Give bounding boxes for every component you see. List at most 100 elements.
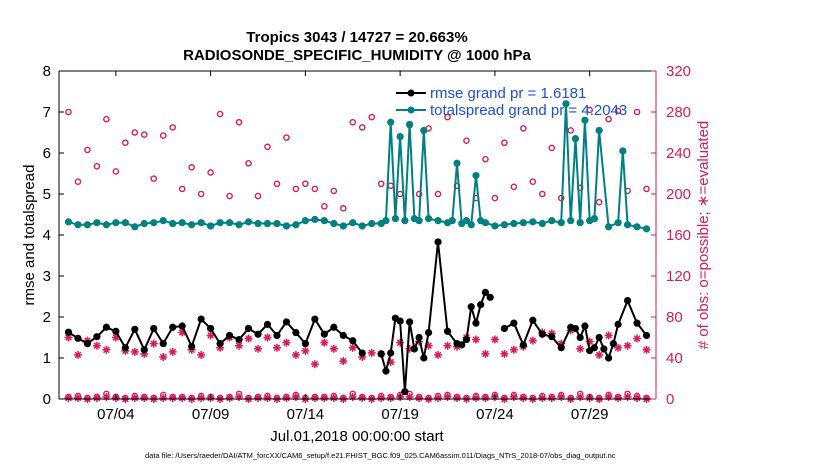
obs-evaluated-point [178, 328, 187, 337]
obs-evaluated-point [633, 393, 642, 402]
y-left-tick-label: 3 [43, 268, 51, 285]
x-tick-label: 07/24 [476, 406, 514, 423]
rmse-point [320, 330, 328, 338]
rmse-point [339, 331, 347, 340]
totalspread-point [491, 222, 499, 230]
rmse-point [292, 328, 300, 337]
rmse-point [642, 331, 651, 340]
obs-evaluated-point [471, 335, 480, 344]
totalspread-point [169, 219, 177, 228]
obs-evaluated-point [73, 350, 82, 359]
obs-evaluated-point [557, 339, 566, 348]
obs-evaluated-point [339, 357, 348, 366]
obs-evaluated-point [291, 350, 300, 359]
obs-evaluated-point [576, 392, 585, 401]
totalspread-point [633, 223, 641, 231]
rmse-point [159, 340, 167, 348]
rmse-point [93, 333, 101, 341]
obs-possible-point [491, 194, 499, 202]
obs-evaluated-point [576, 344, 585, 353]
obs-evaluated-point [130, 347, 139, 356]
legend-spread-label: totalspread grand pr = 4.2043 [430, 102, 627, 119]
obs-possible-point [605, 115, 612, 123]
obs-evaluated-point [595, 350, 604, 359]
footer-data-file: data file: /Users/raeder/DAI/ATM_forcXX/… [145, 451, 616, 460]
obs-evaluated-point [443, 392, 452, 401]
y-right-tick-label: 40 [666, 350, 683, 367]
rmse-point [424, 328, 433, 337]
totalspread-point [102, 221, 110, 229]
obs-possible-point [197, 190, 205, 198]
totalspread-point [581, 116, 589, 124]
obs-possible-point [188, 164, 195, 171]
totalspread-point [557, 219, 565, 227]
obs-possible-point [368, 113, 376, 121]
obs-evaluated-point [604, 392, 613, 401]
rmse-point [396, 317, 404, 325]
x-tick-label: 07/14 [287, 406, 325, 423]
obs-evaluated-point [614, 393, 623, 402]
obs-evaluated-point [73, 393, 82, 402]
totalspread-point [467, 221, 475, 229]
totalspread-point [481, 219, 490, 227]
totalspread-point [112, 219, 120, 227]
obs-evaluated-point [301, 346, 310, 355]
obs-possible-point [444, 113, 451, 121]
legend-spread-marker [407, 106, 415, 114]
obs-evaluated-point [140, 393, 149, 402]
y-right-tick-label: 280 [666, 104, 691, 121]
obs-evaluated-point [528, 336, 537, 345]
rmse-point [477, 301, 485, 309]
y-right-tick-label: 80 [666, 309, 683, 326]
obs-possible-point [643, 185, 650, 193]
obs-possible-point [548, 144, 556, 152]
obs-possible-point [302, 180, 309, 188]
obs-evaluated-point [130, 393, 139, 402]
x-tick-label: 07/29 [571, 406, 609, 423]
rmse-point [131, 325, 139, 333]
obs-possible-point [463, 137, 470, 144]
obs-evaluated-point [358, 352, 367, 361]
totalspread-point [538, 219, 546, 228]
obs-possible-point [74, 178, 82, 185]
obs-evaluated-point [434, 393, 443, 402]
obs-possible-point [150, 175, 158, 182]
totalspread-point [330, 219, 338, 228]
obs-evaluated-point [358, 393, 367, 402]
totalspread-point [387, 118, 395, 126]
rmse-point [150, 324, 158, 333]
totalspread-point [448, 217, 456, 225]
obs-possible-point [415, 190, 423, 198]
rmse-point [420, 354, 428, 362]
obs-evaluated-point [329, 393, 338, 402]
totalspread-point [254, 219, 262, 228]
rmse-point [595, 333, 603, 342]
rmse-point [581, 322, 589, 330]
totalspread-point [406, 120, 414, 128]
rmse-point [178, 322, 186, 330]
totalspread-point [500, 221, 508, 229]
totalspread-point [424, 215, 433, 223]
obs-evaluated-point [386, 393, 395, 402]
rmse-point [282, 318, 291, 326]
totalspread-point [453, 159, 461, 167]
rmse-point [301, 340, 309, 348]
rmse-point [169, 323, 177, 331]
totalspread-point [619, 147, 627, 155]
obs-evaluated-point [244, 334, 253, 343]
rmse-point [623, 297, 632, 305]
rmse-point [74, 334, 82, 342]
rmse-point [112, 327, 120, 335]
rmse-point [600, 345, 608, 353]
obs-possible-point [65, 108, 72, 116]
rmse-point [529, 316, 537, 324]
obs-possible-point [567, 127, 575, 134]
obs-evaluated-point [178, 393, 187, 402]
obs-possible-point [349, 118, 357, 126]
rmse-point [197, 315, 205, 323]
y-right-tick-label: 240 [666, 145, 691, 162]
obs-possible-point [140, 131, 148, 138]
totalspread-point [368, 219, 376, 228]
tick-layer: 07/04 07/09 07/14 07/19 07/24 07/290123456780… [43, 63, 691, 423]
obs-possible-point [586, 106, 593, 114]
